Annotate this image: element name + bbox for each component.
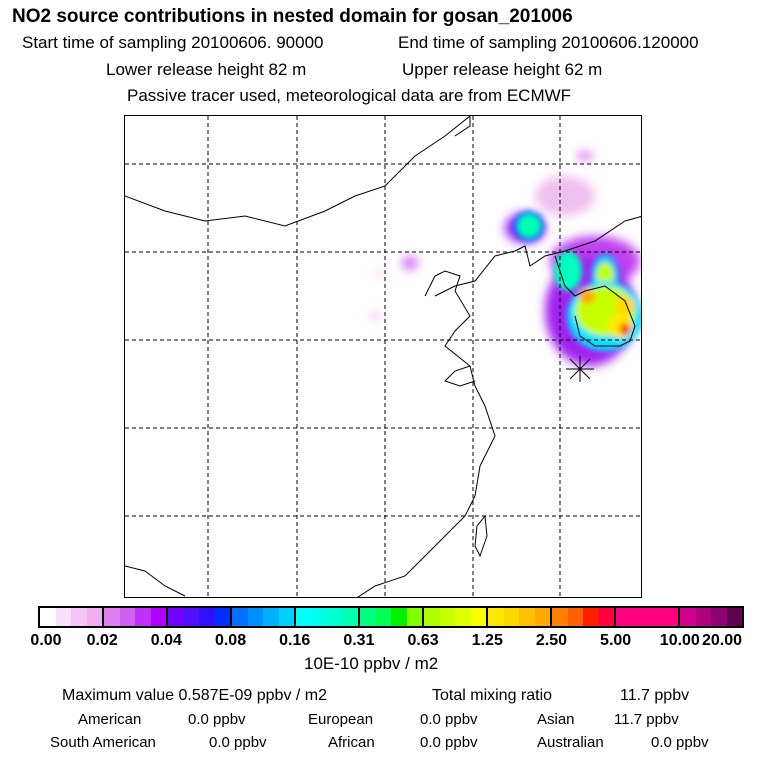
colorbar-swatch <box>296 608 312 626</box>
colorbar-tick-label: 1.25 <box>471 632 503 649</box>
colorbar-swatch <box>278 608 294 626</box>
region-african-label: African <box>328 734 375 751</box>
colorbar-segment <box>680 608 742 626</box>
colorbar-segment <box>232 608 296 626</box>
colorbar-segment <box>616 608 680 626</box>
colorbar-swatch <box>455 608 471 626</box>
tracer-note: Passive tracer used, meteorological data… <box>127 86 572 105</box>
colorbar-swatch <box>150 608 166 626</box>
colorbar-swatch <box>104 608 120 626</box>
grid-lines <box>125 116 641 597</box>
colorbar-segment <box>168 608 232 626</box>
colorbar-swatch <box>583 608 599 626</box>
map-panel <box>124 115 642 598</box>
colorbar-swatch <box>662 608 678 626</box>
colorbar-swatch <box>263 608 279 626</box>
colorbar-tick-label: 20.00 <box>701 632 743 649</box>
total-mixing-value: 11.7 ppbv <box>620 687 690 704</box>
colorbar-tick-label: 0.31 <box>343 632 375 649</box>
colorbar-tick-label: 10.00 <box>659 632 700 649</box>
colorbar-segment <box>40 608 104 626</box>
colorbar-tick-label: 0.08 <box>214 632 247 649</box>
colorbar-swatch <box>488 608 504 626</box>
colorbar-swatch <box>616 608 632 626</box>
colorbar-tick-label: 2.50 <box>535 632 568 649</box>
colorbar-tick-label: 0.00 <box>30 632 62 649</box>
colorbar <box>38 606 744 628</box>
region-asian-value: 11.7 ppbv <box>614 711 679 728</box>
plot-title: NO2 source contributions in nested domai… <box>12 6 573 27</box>
colorbar-swatch <box>214 608 230 626</box>
start-time: Start time of sampling 20100606. 90000 <box>22 33 324 52</box>
colorbar-swatch <box>567 608 583 626</box>
colorbar-swatch <box>406 608 422 626</box>
colorbar-swatch <box>55 608 71 626</box>
colorbar-tick-label: 5.00 <box>600 632 632 649</box>
colorbar-tick-label: 0.63 <box>407 632 439 649</box>
colorbar-swatch <box>232 608 248 626</box>
station-marker <box>566 356 594 382</box>
colorbar-swatch <box>695 608 711 626</box>
total-mixing-label: Total mixing ratio <box>432 687 553 704</box>
colorbar-segment <box>296 608 360 626</box>
colorbar-swatch <box>183 608 199 626</box>
colorbar-swatch <box>247 608 263 626</box>
colorbar-unit: 10E-10 ppbv / m2 <box>304 654 439 673</box>
region-european-value: 0.0 ppbv <box>420 711 478 728</box>
colorbar-segment <box>488 608 552 626</box>
colorbar-swatch <box>342 608 358 626</box>
colorbar-swatch <box>647 608 663 626</box>
upper-release-height: Upper release height 62 m <box>402 60 603 79</box>
colorbar-swatch <box>631 608 647 626</box>
region-south-american-label: South American <box>50 734 156 751</box>
colorbar-swatch <box>71 608 87 626</box>
colorbar-swatch <box>86 608 102 626</box>
colorbar-tick-label: 0.04 <box>150 632 182 649</box>
colorbar-swatch <box>598 608 614 626</box>
colorbar-segment <box>424 608 488 626</box>
colorbar-swatch <box>135 608 151 626</box>
colorbar-swatch <box>360 608 376 626</box>
map-canvas <box>125 116 641 597</box>
colorbar-segment <box>552 608 616 626</box>
lower-release-height: Lower release height 82 m <box>106 60 307 79</box>
end-time: End time of sampling 20100606.120000 <box>398 33 699 52</box>
region-american-value: 0.0 ppbv <box>188 711 246 728</box>
region-european-label: European <box>308 711 374 728</box>
colorbar-tick-label: 0.16 <box>279 632 311 649</box>
region-asian-label: Asian <box>537 711 575 728</box>
max-value: Maximum value 0.587E-09 ppbv / m2 <box>62 687 328 704</box>
colorbar-swatch <box>375 608 391 626</box>
coastlines <box>125 116 641 597</box>
colorbar-swatch <box>726 608 742 626</box>
colorbar-segment <box>360 608 424 626</box>
colorbar-tick-label: 0.02 <box>86 632 118 649</box>
colorbar-swatch <box>391 608 407 626</box>
region-australian-label: Australian <box>537 734 604 751</box>
colorbar-swatch <box>552 608 568 626</box>
colorbar-swatch <box>470 608 486 626</box>
colorbar-swatch <box>439 608 455 626</box>
region-american-label: American <box>78 711 142 728</box>
colorbar-swatch <box>519 608 535 626</box>
colorbar-swatch <box>534 608 550 626</box>
colorbar-segment <box>104 608 168 626</box>
colorbar-swatch <box>199 608 215 626</box>
region-south-american-value: 0.0 ppbv <box>209 734 267 751</box>
colorbar-swatch <box>119 608 135 626</box>
colorbar-swatch <box>311 608 327 626</box>
colorbar-swatch <box>40 608 56 626</box>
region-australian-value: 0.0 ppbv <box>651 734 709 751</box>
colorbar-swatch <box>327 608 343 626</box>
colorbar-swatch <box>168 608 184 626</box>
colorbar-swatch <box>711 608 727 626</box>
colorbar-swatch <box>424 608 440 626</box>
colorbar-swatch <box>680 608 696 626</box>
region-african-value: 0.0 ppbv <box>420 734 478 751</box>
colorbar-swatch <box>503 608 519 626</box>
